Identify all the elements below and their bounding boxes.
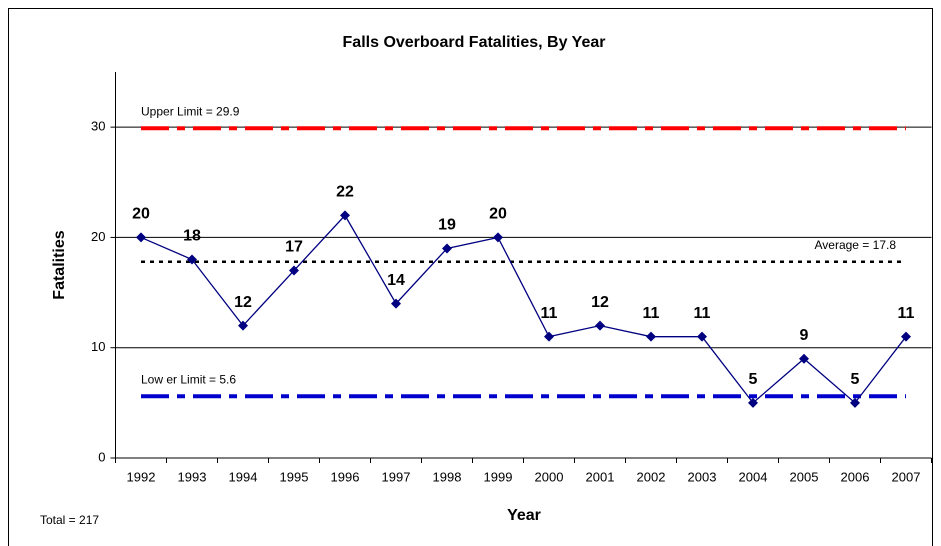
data-label: 22 [336,184,354,201]
reference-label: Average = 17.8 [814,238,896,252]
x-tick-label: 1996 [331,469,360,484]
data-label: 18 [183,228,201,245]
data-point [187,254,197,265]
annotation: Total = 217 [40,513,99,527]
reference-label: Low er Limit = 5.6 [141,372,236,386]
data-label: 11 [694,305,711,322]
data-label: 11 [643,305,660,322]
x-tick-label: 1998 [433,469,462,484]
data-point [850,397,860,408]
data-label: 12 [591,294,609,311]
data-label: 9 [800,327,809,344]
data-point [748,397,758,408]
data-point [799,353,809,364]
data-point [136,232,146,243]
reference-label: Upper Limit = 29.9 [141,104,240,118]
x-tick-label: 1994 [229,469,258,484]
data-point [901,331,911,342]
data-label: 19 [438,217,456,234]
x-tick-label: 1992 [127,469,156,484]
data-label: 5 [749,371,758,388]
data-label: 11 [541,305,558,322]
data-label: 20 [132,206,150,223]
x-axis-label: Year [507,507,541,524]
y-axis-label: Fatalities [51,230,68,299]
data-point [646,331,656,342]
chart-title: Falls Overboard Fatalities, By Year [343,34,606,51]
data-point [697,331,707,342]
x-tick-label: 2005 [790,469,819,484]
x-tick-label: 2002 [637,469,666,484]
data-point [289,265,299,276]
x-tick-label: 2000 [535,469,564,484]
y-tick-label: 0 [98,449,105,464]
x-tick-label: 1997 [382,469,411,484]
y-tick-label: 20 [91,229,105,244]
data-label: 20 [489,206,507,223]
x-tick-label: 2007 [892,469,921,484]
x-tick-label: 1995 [280,469,309,484]
data-label: 17 [285,239,303,256]
x-tick-label: 2004 [739,469,768,484]
y-tick-label: 10 [91,339,105,354]
data-point [493,232,503,243]
y-tick-label: 30 [91,119,105,134]
data-point [391,298,401,309]
data-point [238,320,248,331]
x-tick-label: 2006 [841,469,870,484]
x-tick-label: 1999 [484,469,513,484]
data-label: 11 [898,305,915,322]
data-label: 14 [387,272,405,289]
data-line [140,214,907,404]
data-point [595,320,605,331]
x-tick-label: 2001 [586,469,615,484]
chart-border [8,8,933,546]
data-point [544,331,554,342]
data-label: 12 [234,294,252,311]
data-label: 5 [851,371,860,388]
data-point [442,243,452,254]
x-tick-label: 1993 [178,469,207,484]
data-point [340,210,350,221]
x-tick-label: 2003 [688,469,717,484]
